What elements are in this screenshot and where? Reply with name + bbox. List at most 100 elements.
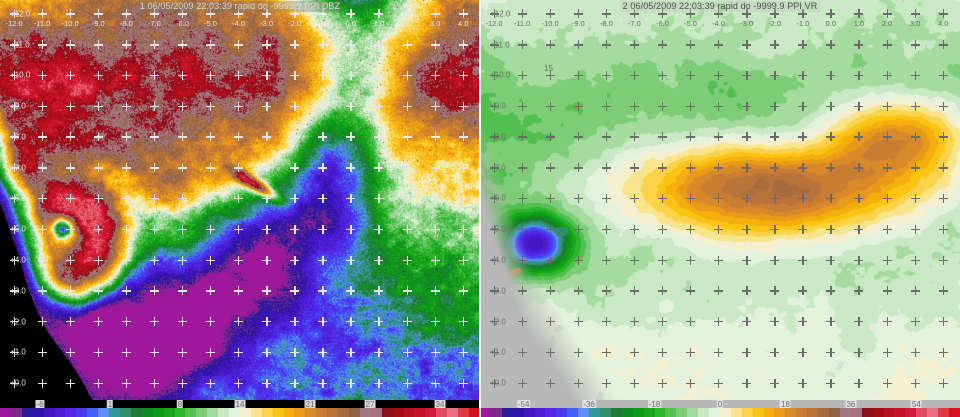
colorbar-swatch [632, 408, 644, 417]
colorbar-swatch [10, 408, 22, 417]
colorbar-tick-label: -18 [647, 400, 662, 410]
colorbar-swatch [65, 408, 77, 417]
colorbar-swatch [490, 408, 502, 417]
colorbar-vr[interactable]: -54 -36 -18 0 18 36 54 [480, 400, 960, 417]
colorbar-swatch [872, 408, 884, 417]
colorbar-swatch [741, 408, 753, 417]
colorbar-swatch [501, 408, 513, 417]
colorbar-swatch [425, 408, 437, 417]
colorbar-swatch [174, 408, 186, 417]
plot-area-vr[interactable]: -12.0 -11.0 -10.0 -9.0 -8.0 -7.0 -6.0 -5.0 -4.0-… [480, 0, 960, 400]
colorbar-tick-label: 27 [364, 400, 376, 410]
colorbar-swatch [359, 408, 371, 417]
colorbar-swatch [370, 408, 382, 417]
colorbar-swatch [327, 408, 339, 417]
colorbar-swatch [0, 408, 11, 417]
colorbar-swatch [818, 408, 829, 417]
colorbar-swatch [272, 408, 284, 417]
colorbar-tick-label: 34 [434, 400, 446, 410]
colorbar-swatch [621, 408, 633, 417]
colorbar-swatch [119, 408, 131, 417]
colorbar-ticks-vr: -54 -36 -18 0 18 36 54 [480, 400, 960, 410]
colorbar-tick-label: 54 [910, 400, 922, 410]
colorbar-tick-label: 14 [234, 400, 246, 410]
colorbar-swatch [403, 408, 415, 417]
range-annotation-vr: 15 [544, 64, 553, 73]
colorbar-tick-label: -36 [582, 400, 596, 410]
colorbar-swatch [261, 408, 273, 417]
colorbar-swatch [229, 408, 240, 417]
colorbar-swatch [578, 408, 590, 417]
colorbar-swatch [752, 408, 764, 417]
colorbar-swatch [480, 408, 491, 417]
panel-divider [479, 0, 481, 417]
colorbar-swatch [163, 408, 175, 417]
colorbar-swatch [512, 408, 524, 417]
colorbar-swatch [687, 408, 699, 417]
colorbar-swatch [152, 408, 164, 417]
panel-title-vr: 2 06/05/2009 22:03:39 rapid do -9999.9 P… [620, 1, 820, 12]
colorbar-tick-label: 18 [780, 400, 791, 410]
colorbar-swatch [32, 408, 44, 417]
colorbar-swatch [545, 408, 557, 417]
radar-panel-dbz[interactable]: -12.0 -11.0 -10.0 -9.0 -8.0 -7.0 -6.0 -5.0 -4.0-… [0, 0, 480, 417]
colorbar-swatch [207, 408, 219, 417]
colorbar-swatch [76, 408, 88, 417]
plot-area-dbz[interactable]: -12.0 -11.0 -10.0 -9.0 -8.0 -7.0 -6.0 -5.0 -4.0-… [0, 0, 480, 400]
colorbar-ticks-dbz: -6 1 8 14 21 27 34 [0, 400, 480, 410]
colorbar-swatch [349, 408, 360, 417]
colorbar-swatch [185, 408, 197, 417]
colorbar-gradient-vr [480, 408, 960, 417]
colorbar-swatch [196, 408, 208, 417]
colorbar-swatch [861, 408, 873, 417]
colorbar-swatch [599, 408, 611, 417]
colorbar-swatch [589, 408, 600, 417]
colorbar-swatch [392, 408, 404, 417]
colorbar-swatch [894, 408, 906, 417]
colorbar-swatch [239, 408, 251, 417]
panel-title-dbz: 1 06/05/2009 22:03:39 rapid do -9999.9 P… [137, 1, 343, 12]
colorbar-swatch [807, 408, 819, 417]
velocity-field [480, 0, 960, 400]
colorbar-swatch [218, 408, 230, 417]
colorbar-swatch [698, 408, 710, 417]
colorbar-swatch [21, 408, 33, 417]
colorbar-swatch [98, 408, 110, 417]
colorbar-swatch [883, 408, 895, 417]
colorbar-swatch [87, 408, 99, 417]
colorbar-swatch [796, 408, 808, 417]
reflectivity-field [0, 0, 480, 400]
colorbar-swatch [676, 408, 688, 417]
colorbar-swatch [927, 408, 939, 417]
colorbar-tick-label: 21 [304, 400, 316, 410]
colorbar-swatch [534, 408, 546, 417]
colorbar-tick-label: -54 [516, 400, 531, 410]
colorbar-swatch [654, 408, 666, 417]
colorbar-swatch [130, 408, 142, 417]
colorbar-swatch [414, 408, 426, 417]
colorbar-swatch [839, 408, 851, 417]
colorbar-swatch [283, 408, 295, 417]
colorbar-tick-label: 1 [106, 400, 114, 410]
colorbar-swatch [54, 408, 66, 417]
colorbar-dbz[interactable]: -6 1 8 14 21 27 34 [0, 400, 480, 417]
colorbar-swatch [719, 408, 731, 417]
colorbar-swatch [665, 408, 677, 417]
colorbar-swatch [381, 408, 393, 417]
colorbar-swatch [294, 408, 306, 417]
colorbar-swatch [774, 408, 786, 417]
colorbar-swatch [763, 408, 775, 417]
colorbar-tick-label: -6 [35, 400, 45, 410]
colorbar-tick-label: 0 [716, 400, 724, 410]
colorbar-swatch [556, 408, 568, 417]
colorbar-swatch [316, 408, 328, 417]
radar-panel-vr[interactable]: -12.0 -11.0 -10.0 -9.0 -8.0 -7.0 -6.0 -5.0 -4.0-… [480, 0, 960, 417]
colorbar-swatch [305, 408, 317, 417]
colorbar-swatch [643, 408, 655, 417]
colorbar-swatch [730, 408, 742, 417]
colorbar-swatch [938, 408, 949, 417]
colorbar-swatch [447, 408, 459, 417]
colorbar-swatch [436, 408, 448, 417]
colorbar-swatch [829, 408, 840, 417]
